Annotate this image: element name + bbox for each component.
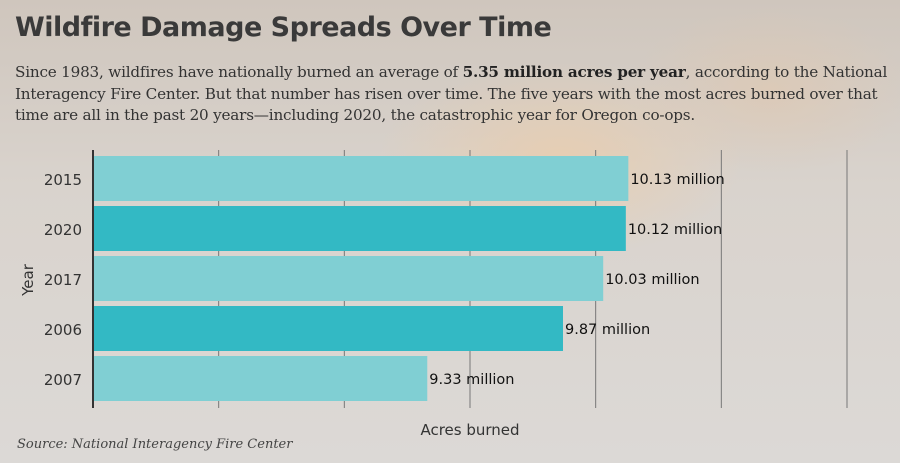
y-tick-label: 2015	[44, 171, 82, 189]
bar-2015	[93, 156, 629, 201]
data-label: 9.33 million	[429, 372, 514, 388]
chart-title: Wildfire Damage Spreads Over Time	[15, 12, 552, 43]
source-note: Source: National Interagency Fire Center	[17, 437, 293, 452]
data-label: 10.12 million	[628, 222, 722, 238]
data-label: 10.03 million	[605, 272, 699, 288]
y-tick-label: 2020	[44, 221, 82, 239]
y-axis-label: Year	[19, 263, 37, 297]
bar-2017	[93, 256, 604, 301]
data-label: 9.87 million	[565, 322, 650, 338]
y-tick-label: 2017	[44, 271, 82, 289]
bar-2007	[93, 356, 428, 401]
y-tick-label: 2007	[44, 371, 82, 389]
bar-2020	[93, 206, 626, 251]
y-tick-label: 2006	[44, 321, 82, 339]
bar-2006	[93, 306, 563, 351]
x-axis-label: Acres burned	[420, 421, 519, 439]
data-label: 10.13 million	[630, 172, 724, 188]
chart-subtitle: Since 1983, wildfires have nationally bu…	[15, 63, 888, 124]
